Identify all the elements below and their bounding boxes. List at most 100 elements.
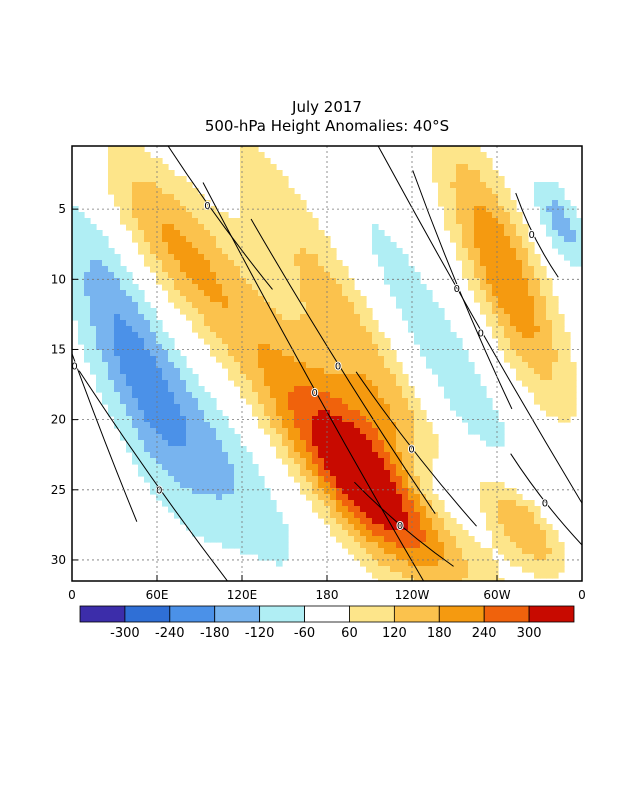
field-cell: [396, 374, 403, 381]
field-cell: [258, 386, 265, 393]
field-cell: [492, 266, 499, 273]
field-cell: [120, 428, 127, 435]
field-cell: [144, 218, 151, 225]
field-cell: [216, 464, 223, 471]
field-cell: [450, 350, 457, 357]
field-cell: [396, 398, 403, 405]
field-cell: [198, 320, 205, 327]
field-cell: [522, 326, 529, 333]
field-cell: [270, 530, 277, 537]
field-cell: [84, 326, 91, 333]
field-cell: [114, 254, 121, 261]
field-cell: [204, 458, 211, 465]
field-cell: [480, 494, 487, 501]
field-cell: [396, 548, 403, 555]
field-cell: [114, 368, 121, 375]
field-cell: [450, 188, 457, 195]
field-cell: [456, 212, 463, 219]
field-cell: [522, 332, 529, 339]
field-cell: [156, 422, 163, 429]
field-cell: [408, 470, 415, 477]
field-cell: [138, 362, 145, 369]
field-cell: [384, 356, 391, 363]
field-cell: [108, 248, 115, 255]
field-cell: [318, 344, 325, 351]
field-cell: [174, 380, 181, 387]
field-cell: [342, 398, 349, 405]
field-cell: [504, 284, 511, 291]
field-cell: [366, 488, 373, 495]
field-cell: [192, 236, 199, 243]
field-cell: [330, 326, 337, 333]
field-cell: [570, 224, 577, 231]
field-cell: [108, 314, 115, 321]
field-cell: [180, 368, 187, 375]
field-cell: [570, 362, 577, 369]
field-cell: [318, 464, 325, 471]
field-cell: [186, 464, 193, 471]
field-cell: [126, 416, 133, 423]
field-cell: [330, 374, 337, 381]
field-cell: [258, 500, 265, 507]
field-cell: [564, 368, 571, 375]
field-cell: [426, 302, 433, 309]
field-cell: [366, 338, 373, 345]
field-cell: [72, 314, 79, 321]
field-cell: [402, 392, 409, 399]
field-cell: [162, 332, 169, 339]
field-cell: [342, 380, 349, 387]
field-cell: [246, 146, 253, 153]
field-cell: [378, 566, 385, 573]
field-cell: [312, 266, 319, 273]
field-cell: [288, 428, 295, 435]
field-cell: [168, 494, 175, 501]
field-cell: [546, 350, 553, 357]
field-cell: [186, 494, 193, 501]
field-cell: [498, 248, 505, 255]
field-cell: [318, 422, 325, 429]
field-cell: [390, 374, 397, 381]
field-cell: [102, 326, 109, 333]
field-cell: [156, 362, 163, 369]
field-cell: [522, 230, 529, 237]
field-cell: [276, 422, 283, 429]
field-cell: [264, 326, 271, 333]
field-cell: [366, 416, 373, 423]
field-cell: [522, 566, 529, 573]
field-cell: [378, 398, 385, 405]
field-cell: [324, 326, 331, 333]
field-cell: [120, 320, 127, 327]
field-cell: [126, 302, 133, 309]
field-cell: [516, 500, 523, 507]
field-cell: [288, 380, 295, 387]
field-cell: [240, 212, 247, 219]
field-cell: [516, 326, 523, 333]
field-cell: [300, 308, 307, 315]
field-cell: [186, 518, 193, 525]
field-cell: [288, 458, 295, 465]
colorbar-swatch: [528, 605, 575, 623]
field-cell: [138, 170, 145, 177]
field-cell: [504, 230, 511, 237]
field-cell: [558, 338, 565, 345]
field-cell: [294, 404, 301, 411]
field-cell: [240, 230, 247, 237]
field-cell: [432, 494, 439, 501]
field-cell: [360, 530, 367, 537]
field-cell: [258, 218, 265, 225]
field-cell: [234, 314, 241, 321]
field-cell: [480, 554, 487, 561]
field-cell: [432, 368, 439, 375]
field-cell: [414, 488, 421, 495]
field-cell: [456, 362, 463, 369]
field-cell: [144, 446, 151, 453]
field-cell: [282, 356, 289, 363]
field-cell: [186, 212, 193, 219]
field-cell: [132, 446, 139, 453]
field-cell: [354, 488, 361, 495]
field-cell: [318, 404, 325, 411]
field-cell: [474, 176, 481, 183]
field-cell: [426, 542, 433, 549]
field-cell: [444, 512, 451, 519]
field-cell: [330, 440, 337, 447]
